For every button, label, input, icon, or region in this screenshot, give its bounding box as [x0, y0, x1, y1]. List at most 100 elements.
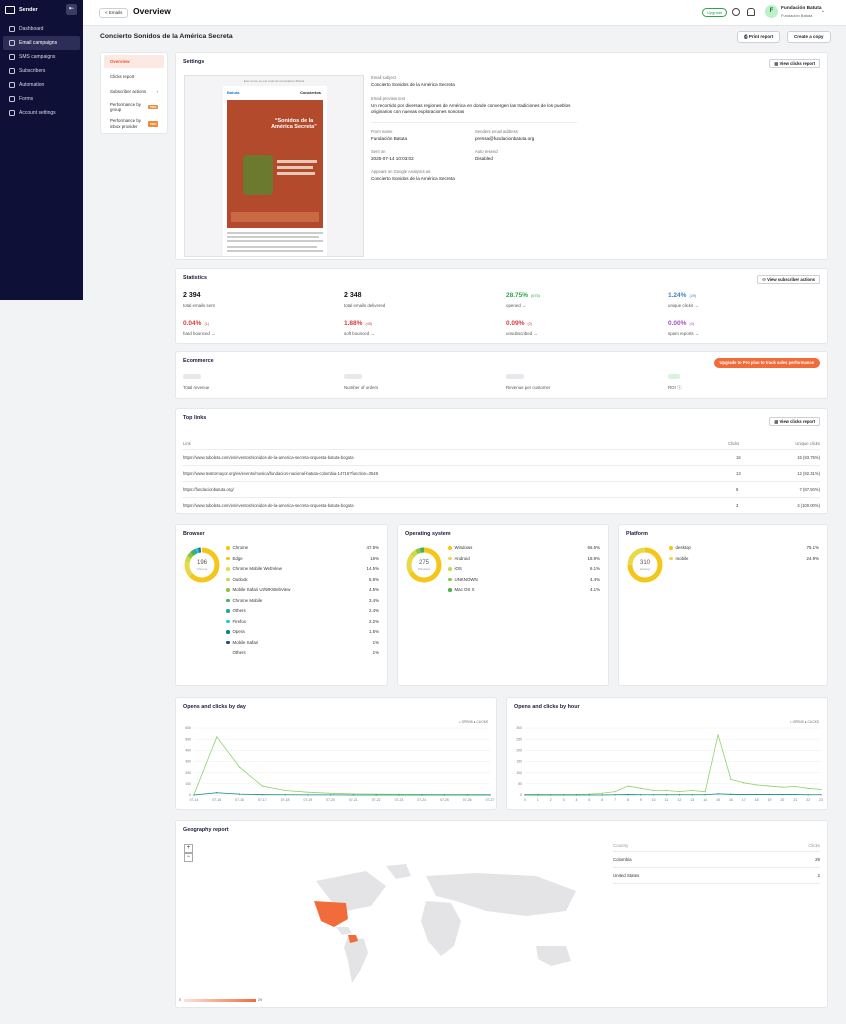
unique-clicks-stat[interactable]: 1.24% (29) — [668, 292, 697, 299]
legend-value: 47.5% — [366, 545, 379, 550]
collapse-icon[interactable]: ⇤ — [66, 4, 77, 15]
data-point — [781, 786, 783, 788]
link-url[interactable]: https://www.tuboleta.com/es/eventos/soni… — [183, 455, 354, 460]
subnav-performance-group[interactable]: Performance by group PRO — [104, 100, 164, 113]
preview-notice: Este correo es una copia de la Fundación… — [243, 79, 305, 83]
data-point — [768, 785, 771, 787]
platform-donut — [627, 547, 663, 583]
opened-stat[interactable]: 28.75% (675) — [506, 292, 540, 299]
series-line-opens — [524, 734, 822, 795]
donut-slice — [184, 547, 220, 583]
browser-card: Browser 196 Chrome Chrome 47.5% Edge 16% Chr… — [175, 524, 388, 686]
subnav-performance-inbox[interactable]: Performance by inbox provider PRO — [104, 115, 164, 132]
data-point — [730, 778, 732, 780]
create-copy-button[interactable]: Create a copy — [787, 31, 831, 43]
donut-slice — [184, 547, 220, 583]
x-tick-label: 17 — [742, 798, 746, 802]
back-to-emails-button[interactable]: < Emails — [99, 8, 129, 18]
platform-center-label: desktop — [639, 567, 651, 571]
legend-dot — [226, 588, 230, 592]
data-point — [665, 794, 668, 796]
subnav-overview[interactable]: Overview — [104, 55, 164, 68]
unsubscribed-stat[interactable]: 0.09% (2) — [506, 320, 533, 327]
data-point — [614, 794, 616, 796]
subnav-subscriber-actions[interactable]: Subscriber actions › — [104, 85, 164, 98]
data-point — [640, 787, 642, 789]
opens-by-hour-card: Opens and clicks by hour ● OPENS ● CLICK… — [506, 697, 828, 810]
data-point — [704, 794, 706, 796]
donut-slice — [184, 547, 220, 583]
unsubscribed-link[interactable]: unsubscribed → — [506, 331, 538, 336]
ecommerce-title: Ecommerce — [183, 358, 214, 364]
sidebar-item-subscribers[interactable]: Subscribers — [3, 64, 80, 78]
x-tick-label: 1 — [537, 798, 539, 802]
data-point — [704, 791, 706, 793]
subnav-clicks-report[interactable]: Clicks report — [110, 74, 135, 79]
y-tick-label: 50 — [518, 782, 522, 786]
sidebar-item-label: Email campaigns — [19, 40, 58, 46]
view-clicks-report-button-2[interactable]: ▥ View clicks report — [769, 417, 820, 426]
soft-bounced-stat[interactable]: 1.88% (45) — [344, 320, 373, 327]
col-clicks: Clicks — [728, 441, 740, 446]
brand-name: Sender — [19, 7, 38, 13]
dashboard-icon — [9, 26, 15, 32]
upgrade-pro-button[interactable]: Upgrade to Pro plan to track sales perfo… — [713, 358, 820, 368]
zoom-out-button[interactable]: − — [184, 853, 193, 862]
link-url[interactable]: https://www.teatromayor.org/es/evento/mu… — [183, 471, 378, 476]
sidebar-item-automation[interactable]: Automation — [3, 78, 80, 92]
email-preview[interactable]: Este correo es una copia de la Fundación… — [184, 75, 364, 257]
data-point — [524, 794, 526, 796]
zoom-in-button[interactable]: + — [184, 844, 193, 853]
spam-link[interactable]: spam reports → — [668, 331, 700, 336]
view-clicks-report-button[interactable]: ▥ View clicks report — [769, 59, 820, 68]
avatar[interactable]: F — [765, 5, 778, 18]
bell-icon[interactable] — [747, 8, 755, 16]
sender-logo[interactable]: Sender — [0, 0, 83, 20]
link-url[interactable]: https://www.tuboleta.com/es/eventos/soni… — [183, 503, 354, 508]
view-subscriber-actions-button[interactable]: ⚇ View subscriber actions — [757, 275, 820, 284]
scale-max: 29 — [258, 998, 262, 1002]
print-label: Print report — [748, 34, 774, 39]
upgrade-button[interactable]: Upgrade — [702, 8, 728, 17]
subject-value: Concierto Sonidos de la América Secreta — [371, 82, 455, 87]
y-tick-label: 500 — [185, 737, 191, 741]
legend-item: Chrome 47.5% — [226, 545, 379, 555]
sidebar-item-email-campaigns[interactable]: Email campaigns — [3, 36, 80, 50]
subscribers-icon — [9, 68, 15, 74]
browser-title: Browser — [183, 531, 205, 537]
spam-stat[interactable]: 0.00% (0) — [668, 320, 695, 327]
x-tick-label: 13 — [690, 798, 694, 802]
ga-label: Appears on Google Analytics as — [371, 169, 431, 174]
sidebar-item-account-settings[interactable]: Account settings — [3, 106, 80, 120]
account-name[interactable]: Fundación Batuta — [781, 6, 822, 11]
data-point — [717, 793, 719, 795]
legend-label: Mac OS X — [454, 587, 475, 592]
sidebar-item-forms[interactable]: Forms — [3, 92, 80, 106]
printer-icon: ⎙ — [744, 34, 749, 39]
world-map[interactable] — [276, 861, 596, 991]
link-url[interactable]: https://fundacionbatuta.org/ — [183, 487, 234, 492]
help-icon[interactable] — [732, 8, 740, 16]
page-title: Overview — [133, 6, 171, 16]
button-label: View clicks report — [779, 61, 815, 66]
data-point — [216, 736, 218, 738]
button-label: View subscriber actions — [767, 277, 815, 282]
data-point — [537, 794, 539, 796]
concert-poster: “Sonidos de la América Secreta” — [227, 100, 323, 228]
y-tick-label: 400 — [185, 749, 191, 753]
soft-bounced-link[interactable]: soft bounced → — [344, 331, 375, 336]
unique-clicks-link[interactable]: unique clicks → — [668, 303, 699, 308]
data-point — [588, 794, 590, 796]
data-point — [653, 794, 655, 796]
legend-item: Others 1% — [226, 650, 380, 660]
hard-bounced-link[interactable]: hard bounced → — [183, 331, 216, 336]
legend-label: Windows — [454, 545, 473, 550]
chevron-down-icon[interactable]: ⌄ — [821, 8, 826, 14]
opened-link[interactable]: opened → — [506, 303, 527, 308]
hard-bounced-stat[interactable]: 0.04% (1) — [183, 320, 210, 327]
print-report-button[interactable]: ⎙ Print report — [737, 31, 781, 43]
legend-dot — [226, 640, 230, 645]
sidebar-item-sms-campaigns[interactable]: SMS campaigns — [3, 50, 80, 64]
sidebar-item-dashboard[interactable]: Dashboard — [3, 22, 80, 36]
sender-value: prensa@fundacionbatuta.org — [475, 136, 535, 141]
